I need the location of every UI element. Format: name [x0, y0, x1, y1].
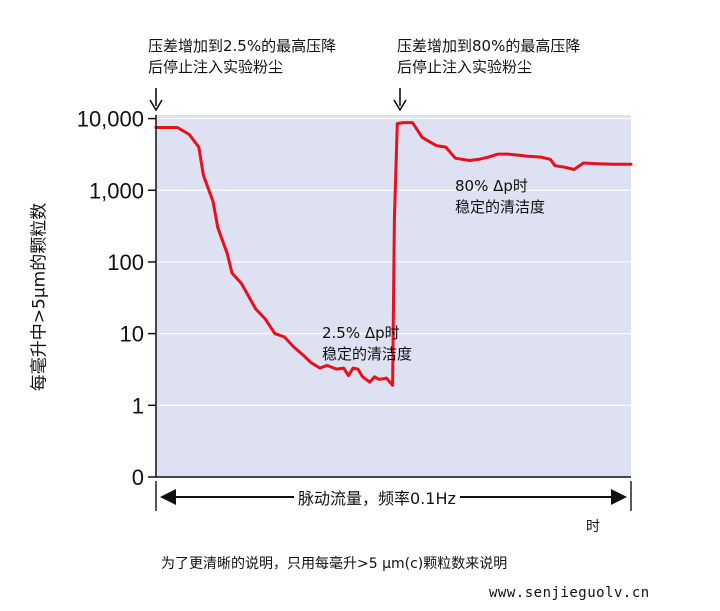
y-tick-label: 1,000 [89, 178, 144, 203]
cleanliness-high-line-2: 稳定的清洁度 [455, 198, 546, 216]
cleanliness-high-line-1: 80% Δp时 [455, 177, 528, 195]
x-axis-label: 时 [586, 519, 600, 535]
first-stop-annotation: 压差增加到2.5%的最高压降 后停止注入实验粉尘 [148, 36, 336, 78]
y-tick-label: 10 [120, 322, 144, 347]
y-axis-label: 每毫升中>5µm的颗粒数 [29, 202, 50, 392]
y-tick-label: 1 [132, 393, 144, 418]
stop-arrow-1 [149, 88, 163, 112]
watermark: www.senjieguolv.cn [489, 585, 650, 601]
cleanliness-high-annotation: 80% Δp时 稳定的清洁度 [455, 176, 545, 218]
cleanliness-low-line-2: 稳定的清洁度 [322, 345, 413, 363]
y-tick-label: 0 [132, 465, 144, 490]
first-stop-line-2: 后停止注入实验粉尘 [148, 58, 284, 76]
cleanliness-low-annotation: 2.5% Δp时 稳定的清洁度 [322, 323, 412, 365]
footnote: 为了更清晰的说明，只用每毫升>5 µm(c)颗粒数来说明 [161, 556, 508, 572]
y-tick-label: 100 [107, 250, 144, 275]
y-ticks: 0 1 10 100 1,000 10,000 [77, 107, 156, 490]
flow-label: 脉动流量，频率0.1Hz [294, 485, 460, 509]
second-stop-annotation: 压差增加到80%的最高压降 后停止注入实验粉尘 [397, 36, 580, 78]
first-stop-line-1: 压差增加到2.5%的最高压降 [148, 37, 337, 55]
cleanliness-low-line-1: 2.5% Δp时 [322, 324, 400, 342]
particle-count-line [154, 121, 633, 387]
y-tick-label: 10,000 [77, 107, 144, 132]
stop-arrow-2 [393, 88, 407, 112]
second-stop-line-1: 压差增加到80%的最高压降 [397, 37, 581, 55]
second-stop-line-2: 后停止注入实验粉尘 [397, 58, 533, 76]
